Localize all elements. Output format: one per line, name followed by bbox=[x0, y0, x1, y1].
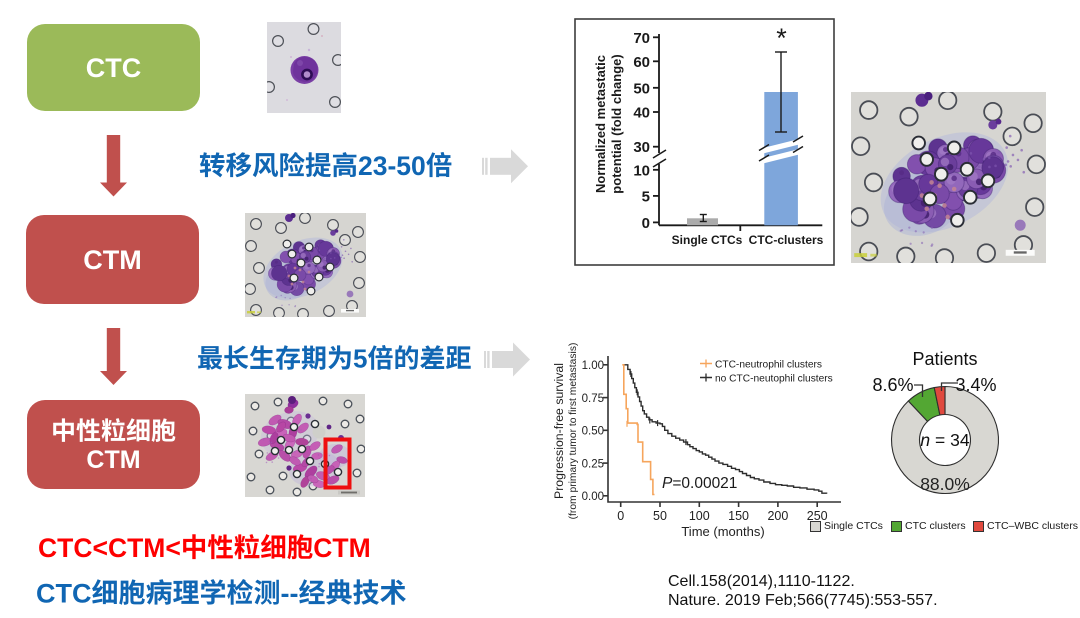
svg-text:0.75: 0.75 bbox=[582, 393, 604, 405]
svg-text:0.50: 0.50 bbox=[582, 426, 604, 438]
svg-text:--: -- bbox=[281, 579, 299, 608]
svg-text:150: 150 bbox=[728, 509, 749, 523]
svg-text:Normalized metastatic: Normalized metastatic bbox=[593, 55, 608, 193]
svg-text:no CTC-neutophil clusters: no CTC-neutophil clusters bbox=[715, 374, 833, 385]
svg-text:50: 50 bbox=[653, 509, 667, 523]
svg-text:(from primary tumor to first m: (from primary tumor to first metastasis) bbox=[568, 343, 579, 520]
svg-text:5: 5 bbox=[353, 345, 367, 373]
svg-text:0.00: 0.00 bbox=[582, 491, 604, 503]
svg-text:Progression-free survival: Progression-free survival bbox=[552, 363, 566, 499]
svg-text:40: 40 bbox=[633, 105, 650, 122]
svg-text:0: 0 bbox=[642, 215, 650, 232]
svg-text:23-50: 23-50 bbox=[358, 152, 426, 181]
svg-text:CTC-clusters: CTC-clusters bbox=[749, 233, 824, 247]
svg-text:10: 10 bbox=[633, 162, 650, 179]
svg-text:70: 70 bbox=[633, 30, 650, 47]
svg-text:0.25: 0.25 bbox=[582, 458, 604, 470]
svg-text:Single CTCs: Single CTCs bbox=[672, 233, 743, 247]
svg-text:potential (fold change): potential (fold change) bbox=[609, 54, 624, 193]
svg-text:CTM: CTM bbox=[313, 534, 370, 563]
svg-text:3.4%: 3.4% bbox=[955, 375, 996, 395]
svg-text:200: 200 bbox=[767, 509, 788, 523]
svg-text:0: 0 bbox=[617, 509, 624, 523]
svg-text:8.6%: 8.6% bbox=[872, 375, 913, 395]
svg-text:1.00: 1.00 bbox=[582, 360, 604, 372]
svg-text:Time (months): Time (months) bbox=[681, 524, 764, 539]
svg-text:CTC<CTM<: CTC<CTM< bbox=[38, 534, 181, 563]
svg-text:50: 50 bbox=[633, 80, 650, 97]
svg-text:P=0.00021: P=0.00021 bbox=[662, 475, 737, 492]
svg-text:60: 60 bbox=[633, 54, 650, 71]
svg-text:100: 100 bbox=[689, 509, 710, 523]
svg-text:Patients: Patients bbox=[912, 349, 977, 369]
svg-text:5: 5 bbox=[642, 188, 650, 205]
svg-text:250: 250 bbox=[807, 509, 828, 523]
svg-text:CTC-neutrophil clusters: CTC-neutrophil clusters bbox=[715, 360, 822, 371]
svg-text:CTC: CTC bbox=[36, 579, 92, 608]
svg-text:88.0%: 88.0% bbox=[920, 474, 970, 494]
svg-text:n = 34: n = 34 bbox=[920, 430, 969, 450]
svg-text:*: * bbox=[776, 23, 787, 53]
svg-text:30: 30 bbox=[633, 139, 650, 156]
